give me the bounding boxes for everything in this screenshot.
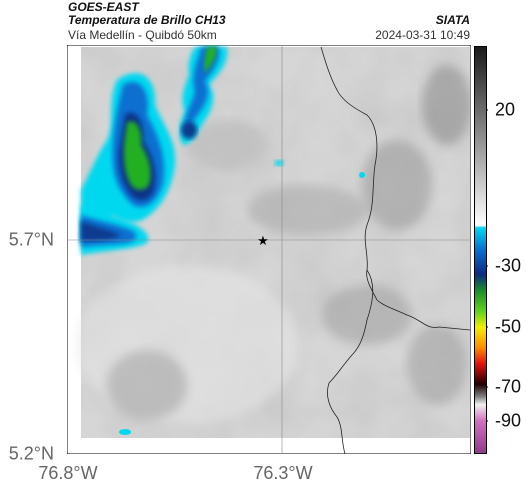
colorbar-label-minus-30: -30 xyxy=(495,255,522,276)
colorbar-label-minus-50: -50 xyxy=(495,316,522,337)
graticule xyxy=(67,45,471,454)
location-label: Vía Medellín - Quibdó 50km xyxy=(68,28,217,42)
organization-label: SIATA xyxy=(435,13,470,27)
cold-cloud-tops xyxy=(81,47,365,435)
product-name: Temperatura de Brillo CH13 xyxy=(68,13,226,27)
lon-tick-76-3: 76.3°W xyxy=(253,463,313,483)
colorbar-label-minus-90: -90 xyxy=(495,410,522,431)
product-source-title: GOES-EAST xyxy=(68,0,139,14)
colorbar-ticks xyxy=(486,109,488,422)
lon-tick-76-8: 76.8°W xyxy=(38,463,98,483)
lat-tick-5-2: 5.2°N xyxy=(8,443,54,464)
location-marker-icon[interactable]: ★ xyxy=(257,234,269,249)
lat-tick-5-7: 5.7°N xyxy=(8,229,54,250)
satellite-map[interactable]: ★ xyxy=(67,45,471,454)
colorbar xyxy=(474,46,488,454)
timestamp-label: 2024-03-31 10:49 xyxy=(375,28,470,42)
colorbar-label-20: 20 xyxy=(495,99,516,120)
colorbar-label-minus-70: -70 xyxy=(495,376,522,397)
department-boundary xyxy=(320,46,471,454)
